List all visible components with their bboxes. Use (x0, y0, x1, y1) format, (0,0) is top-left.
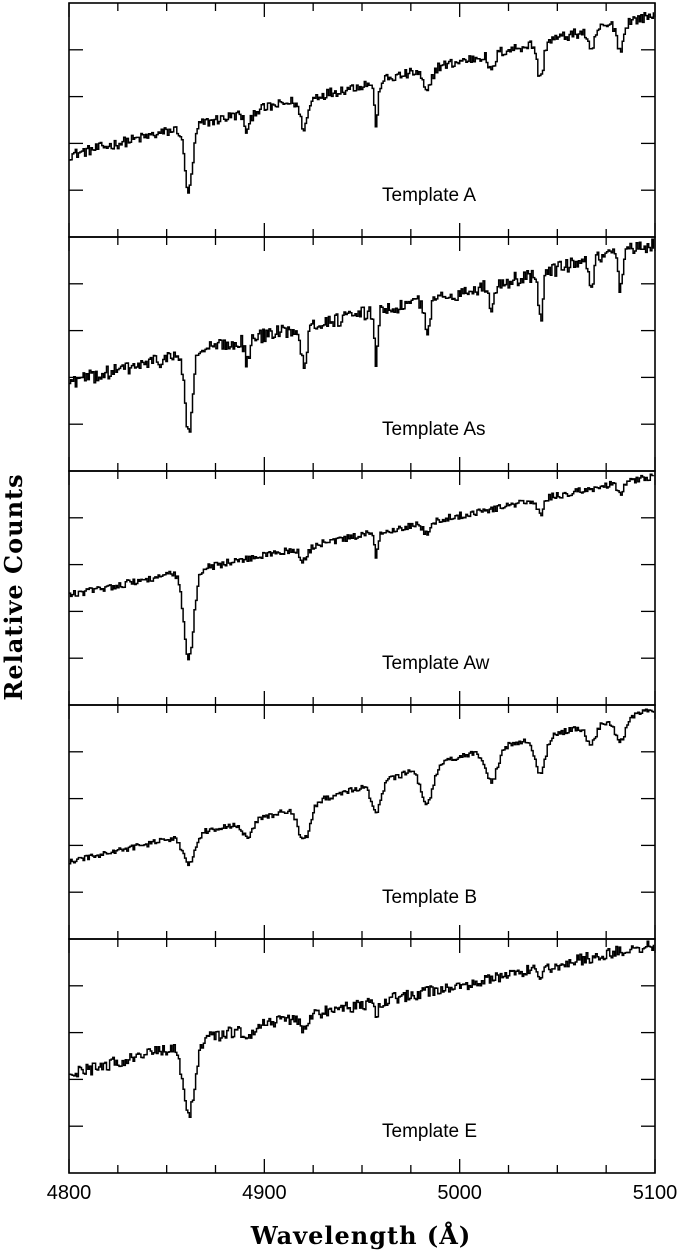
panel: Template A (68, 2, 656, 238)
panel-label: Template E (382, 1121, 477, 1142)
x-axis: 4800 4900 5000 5100 (47, 1182, 678, 1204)
panel-label: Template As (382, 419, 486, 440)
spectrum-line (69, 238, 655, 433)
panel-frame (68, 938, 656, 1174)
spectrum-line (69, 708, 655, 867)
spectrum-line (69, 473, 655, 661)
panel-frame (68, 704, 656, 940)
x-tick-label: 4800 (47, 1182, 92, 1204)
spectrum-line (69, 11, 655, 194)
panels-group: Template A Template As Template Aw Template… (68, 2, 656, 1174)
x-tick-label: 5100 (633, 1182, 678, 1204)
panel: Template B (68, 704, 656, 940)
panel-frame (68, 470, 656, 706)
panel-label: Template B (382, 887, 477, 908)
x-axis-title: Wavelength (Å) (250, 1221, 471, 1250)
panel-label: Template A (382, 185, 476, 206)
y-axis-title: Relative Counts (0, 473, 28, 700)
panel-label: Template Aw (382, 653, 490, 674)
spectrum-line (69, 940, 655, 1119)
panel: Template E (68, 938, 656, 1174)
panel: Template Aw (68, 470, 656, 706)
x-tick-label: 5000 (437, 1182, 482, 1204)
x-tick-label: 4900 (242, 1182, 287, 1204)
panel: Template As (68, 236, 656, 472)
